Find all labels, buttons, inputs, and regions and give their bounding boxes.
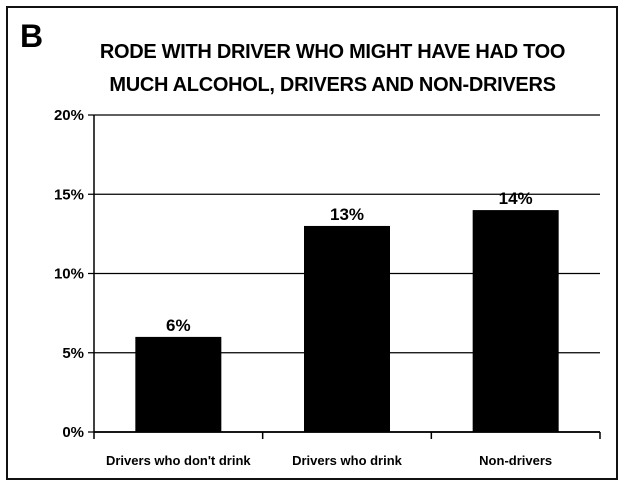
- data-label: 6%: [166, 316, 191, 335]
- data-label: 14%: [499, 189, 533, 208]
- chart-title: RODE WITH DRIVER WHO MIGHT HAVE HAD TOO …: [40, 36, 625, 102]
- y-tick-label: 0%: [62, 424, 84, 441]
- y-tick-label: 15%: [54, 186, 84, 203]
- chart-title-line-1: RODE WITH DRIVER WHO MIGHT HAVE HAD TOO: [99, 41, 566, 63]
- bar: [472, 210, 559, 432]
- y-tick-label: 10%: [54, 266, 84, 283]
- bar: [135, 336, 222, 432]
- data-label: 13%: [330, 205, 364, 224]
- y-tick-label: 5%: [62, 345, 84, 362]
- chart-title-line-2: MUCH ALCOHOL, DRIVERS AND NON-DRIVERS: [109, 74, 556, 96]
- bar: [304, 225, 390, 432]
- panel-letter: B: [20, 18, 44, 54]
- x-tick-label: Drivers who drink: [292, 453, 403, 468]
- y-tick-label: 20%: [54, 107, 84, 124]
- x-tick-label: Non-drivers: [479, 453, 552, 468]
- x-tick-label: Drivers who don't drink: [106, 453, 251, 468]
